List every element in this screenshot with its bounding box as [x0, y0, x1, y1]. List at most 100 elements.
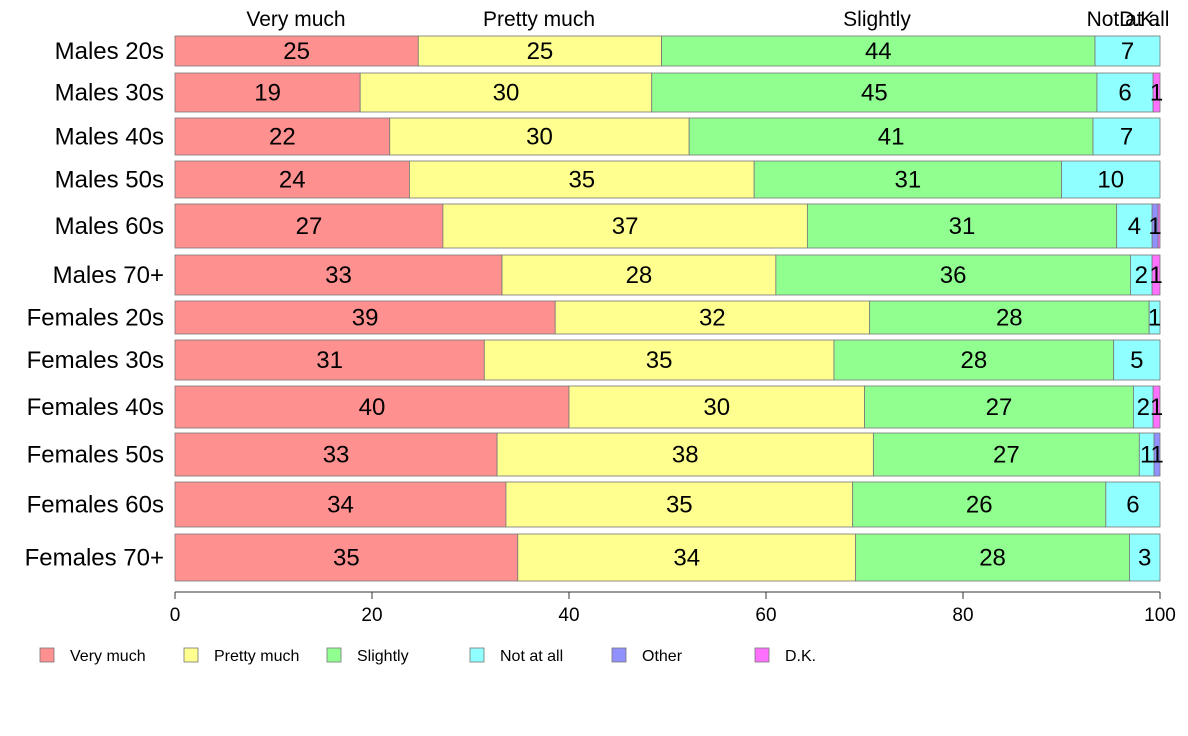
bar-segment-males-70-very-much	[174, 254, 503, 296]
bar-segment-females-70-pretty-much	[517, 533, 857, 582]
bar-segment-males-70-slightly	[775, 254, 1131, 296]
bar-segment-males-70-pretty-much	[501, 254, 777, 296]
segment-label-females-70-not-at-all: 3	[1138, 545, 1151, 572]
bar-segment-females-40s-very-much	[174, 385, 570, 429]
bar-segment-females-60s-pretty-much	[505, 481, 854, 528]
column-header-d-k: D.K.	[1119, 8, 1160, 31]
bar-segment-males-50s-pretty-much	[409, 160, 755, 199]
segment-label-males-60s-very-much: 27	[296, 213, 323, 240]
row-label-males-30s: Males 30s	[55, 80, 164, 107]
column-header-very-much: Very much	[246, 8, 345, 31]
x-tick-label-80: 80	[952, 605, 973, 626]
legend-label-pretty-much: Pretty much	[214, 648, 299, 665]
bar-segment-males-40s-pretty-much	[389, 117, 690, 156]
bar-segment-females-40s-d-k	[1152, 385, 1161, 429]
bar-segment-males-30s-d-k	[1152, 72, 1161, 113]
bar-segment-males-40s-not-at-all	[1092, 117, 1161, 156]
row-label-males-40s: Males 40s	[55, 124, 164, 151]
segment-label-females-30s-very-much: 31	[316, 347, 343, 374]
segment-label-males-70-not-at-all: 2	[1135, 262, 1148, 289]
segment-label-females-40s-very-much: 40	[359, 394, 386, 421]
segment-label-males-40s-slightly: 41	[878, 124, 905, 151]
row-label-females-70: Females 70+	[25, 545, 164, 572]
segment-label-females-50s-pretty-much: 38	[672, 442, 699, 469]
bar-segment-males-60s-d-k	[1157, 203, 1161, 249]
bar-segment-males-60s-slightly	[806, 203, 1118, 249]
segment-label-males-30s-very-much: 19	[254, 80, 281, 107]
segment-label-females-70-slightly: 28	[979, 545, 1006, 572]
bar-segment-males-60s-pretty-much	[442, 203, 808, 249]
bar-segment-males-20s-very-much	[174, 35, 419, 67]
bar-segment-females-20s-pretty-much	[554, 300, 870, 335]
segment-label-females-70-pretty-much: 34	[673, 545, 700, 572]
segment-label-males-20s-not-at-all: 7	[1121, 38, 1134, 65]
legend-swatch-slightly	[326, 647, 342, 663]
segment-label-females-20s-pretty-much: 32	[699, 305, 726, 332]
legend-label-other: Other	[642, 648, 683, 665]
segment-label-females-40s-pretty-much: 30	[703, 394, 730, 421]
bar-segment-females-60s-very-much	[174, 481, 507, 528]
segment-label-females-50s-very-much: 33	[323, 442, 350, 469]
bar-segment-males-50s-slightly	[753, 160, 1062, 199]
row-label-males-20s: Males 20s	[55, 38, 164, 65]
segment-label-males-20s-pretty-much: 25	[527, 38, 554, 65]
segment-label-females-40s-not-at-all: 2	[1137, 394, 1150, 421]
segment-label-males-40s-not-at-all: 7	[1120, 124, 1133, 151]
bar-segment-females-30s-slightly	[833, 339, 1115, 381]
segment-label-females-40s-slightly: 27	[986, 394, 1013, 421]
bar-segment-males-50s-not-at-all	[1061, 160, 1161, 199]
bar-segment-females-50s-very-much	[174, 432, 498, 477]
segment-label-females-30s-not-at-all: 5	[1130, 347, 1143, 374]
x-tick-label-20: 20	[361, 605, 382, 626]
legend-label-not-at-all: Not at all	[500, 648, 563, 665]
segment-label-males-30s-d-k: 1	[1150, 80, 1163, 107]
bar-segment-males-20s-pretty-much	[417, 35, 662, 67]
x-tick-label-0: 0	[170, 605, 181, 626]
bar-segment-females-50s-pretty-much	[496, 432, 874, 477]
bar-segment-males-30s-not-at-all	[1096, 72, 1154, 113]
segment-label-males-70-slightly: 36	[940, 262, 967, 289]
segment-label-males-50s-very-much: 24	[279, 167, 306, 194]
bar-segment-males-70-d-k	[1151, 254, 1161, 296]
legend-label-slightly: Slightly	[357, 648, 409, 665]
legend-swatch-very-much	[39, 647, 55, 663]
legend-swatch-other	[611, 647, 627, 663]
x-tick-label-40: 40	[558, 605, 579, 626]
segment-label-males-20s-slightly: 44	[865, 38, 892, 65]
legend-swatch-pretty-much	[183, 647, 199, 663]
bar-segment-males-20s-not-at-all	[1094, 35, 1161, 67]
bar-segment-females-50s-slightly	[872, 432, 1140, 477]
segment-label-males-50s-slightly: 31	[894, 167, 921, 194]
segment-label-males-50s-pretty-much: 35	[568, 167, 595, 194]
bar-segment-males-40s-slightly	[688, 117, 1094, 156]
bar-segment-males-30s-pretty-much	[359, 72, 653, 113]
legend-label-d-k: D.K.	[785, 648, 816, 665]
x-tick-label-60: 60	[755, 605, 776, 626]
row-label-females-40s: Females 40s	[27, 394, 164, 421]
segment-label-females-20s-very-much: 39	[352, 305, 379, 332]
segment-label-females-20s-slightly: 28	[996, 305, 1023, 332]
segment-label-males-30s-pretty-much: 30	[493, 80, 520, 107]
segment-label-females-50s-other: 1	[1150, 442, 1163, 469]
segment-label-females-50s-slightly: 27	[993, 442, 1020, 469]
bar-segment-females-50s-other	[1153, 432, 1161, 477]
segment-label-males-40s-pretty-much: 30	[526, 124, 553, 151]
row-label-males-60s: Males 60s	[55, 213, 164, 240]
segment-label-females-60s-not-at-all: 6	[1126, 492, 1139, 519]
bar-segment-females-40s-slightly	[864, 385, 1134, 429]
legend-label-very-much: Very much	[70, 648, 146, 665]
segment-label-males-70-very-much: 33	[325, 262, 352, 289]
row-label-males-50s: Males 50s	[55, 167, 164, 194]
bar-segment-males-40s-very-much	[174, 117, 391, 156]
bar-segment-females-60s-not-at-all	[1105, 481, 1161, 528]
row-label-females-50s: Females 50s	[27, 442, 164, 469]
bar-segment-females-20s-very-much	[174, 300, 556, 335]
segment-label-males-50s-not-at-all: 10	[1097, 167, 1124, 194]
bar-segment-females-30s-very-much	[174, 339, 485, 381]
bar-segment-females-70-not-at-all	[1129, 533, 1161, 582]
legend-swatch-d-k	[754, 647, 770, 663]
segment-label-females-70-very-much: 35	[333, 545, 360, 572]
bar-segment-females-30s-not-at-all	[1113, 339, 1161, 381]
segment-label-males-20s-very-much: 25	[283, 38, 310, 65]
